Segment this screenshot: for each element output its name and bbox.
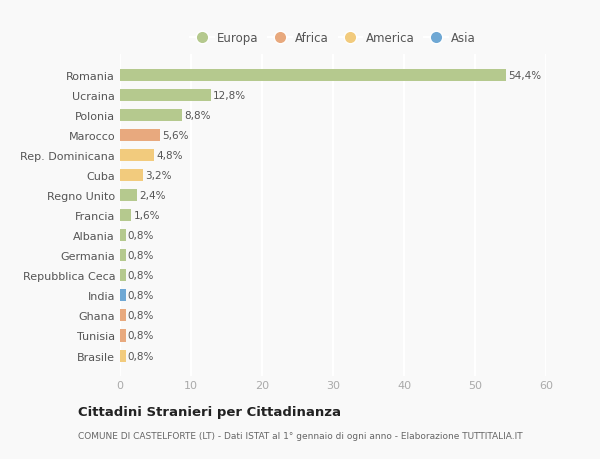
Bar bbox=[120, 350, 125, 362]
Bar bbox=[120, 150, 154, 162]
Text: 54,4%: 54,4% bbox=[508, 71, 541, 81]
Text: 5,6%: 5,6% bbox=[162, 131, 188, 141]
Text: 1,6%: 1,6% bbox=[133, 211, 160, 221]
Text: 3,2%: 3,2% bbox=[145, 171, 172, 181]
Bar bbox=[120, 130, 160, 142]
Bar bbox=[120, 330, 125, 342]
Text: 8,8%: 8,8% bbox=[185, 111, 211, 121]
Legend: Europa, Africa, America, Asia: Europa, Africa, America, Asia bbox=[187, 29, 479, 49]
Text: 0,8%: 0,8% bbox=[128, 351, 154, 361]
Bar bbox=[120, 190, 137, 202]
Text: 0,8%: 0,8% bbox=[128, 251, 154, 261]
Bar bbox=[120, 210, 131, 222]
Text: 0,8%: 0,8% bbox=[128, 271, 154, 281]
Bar bbox=[120, 310, 125, 322]
Bar bbox=[120, 70, 506, 82]
Text: Cittadini Stranieri per Cittadinanza: Cittadini Stranieri per Cittadinanza bbox=[78, 405, 341, 419]
Text: 0,8%: 0,8% bbox=[128, 291, 154, 301]
Bar bbox=[120, 270, 125, 282]
Text: 12,8%: 12,8% bbox=[213, 91, 246, 101]
Bar bbox=[120, 110, 182, 122]
Text: 0,8%: 0,8% bbox=[128, 331, 154, 341]
Bar bbox=[120, 290, 125, 302]
Text: COMUNE DI CASTELFORTE (LT) - Dati ISTAT al 1° gennaio di ogni anno - Elaborazion: COMUNE DI CASTELFORTE (LT) - Dati ISTAT … bbox=[78, 431, 523, 440]
Text: 0,8%: 0,8% bbox=[128, 231, 154, 241]
Text: 0,8%: 0,8% bbox=[128, 311, 154, 321]
Bar bbox=[120, 250, 125, 262]
Text: 4,8%: 4,8% bbox=[156, 151, 183, 161]
Bar bbox=[120, 90, 211, 102]
Text: 2,4%: 2,4% bbox=[139, 191, 166, 201]
Bar bbox=[120, 170, 143, 182]
Bar bbox=[120, 230, 125, 242]
